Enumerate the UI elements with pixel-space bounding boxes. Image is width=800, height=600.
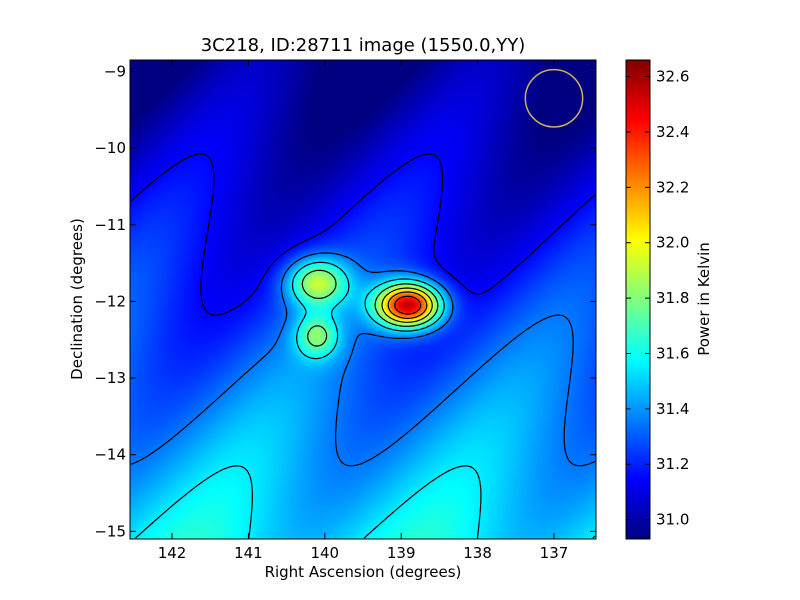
y-axis: −9 −10 −11 −12 −13 −14 −15 xyxy=(94,62,596,540)
chart-title: 3C218, ID:28711 image (1550.0,YY) xyxy=(201,35,526,56)
colorbar-tick-label: 32.2 xyxy=(656,178,689,196)
y-tick-label: −9 xyxy=(104,62,126,80)
plot-frame xyxy=(129,59,597,540)
y-tick-label: −10 xyxy=(94,139,126,157)
colorbar-tick-label: 32.4 xyxy=(656,123,689,141)
plot-area xyxy=(130,60,596,539)
x-tick-label: 140 xyxy=(310,544,339,562)
y-tick-label: −14 xyxy=(94,446,126,464)
contour-level-3 xyxy=(135,261,596,539)
x-tick-label: 138 xyxy=(463,544,492,562)
x-tick-label: 142 xyxy=(158,544,187,562)
y-axis-label: Declination (degrees) xyxy=(68,218,86,380)
contour-level-5 xyxy=(381,287,433,323)
x-axis-label: Right Ascension (degrees) xyxy=(265,563,462,581)
colorbar-tick-label: 31.4 xyxy=(656,400,689,418)
contour-lines xyxy=(130,153,596,539)
colorbar-label: Power in Kelvin xyxy=(695,242,713,356)
colorbar-tick-label: 32.6 xyxy=(656,68,689,86)
contour-level-2 xyxy=(130,252,596,467)
heatmap-image xyxy=(130,60,596,539)
x-tick-label: 137 xyxy=(540,544,569,562)
contour-level-1 xyxy=(130,153,596,316)
colorbar-tick-label: 31.2 xyxy=(656,455,689,473)
y-tick-label: −13 xyxy=(94,369,126,387)
contour-level-7 xyxy=(394,295,422,315)
colorbar-frame xyxy=(625,59,651,540)
colorbar-gradient xyxy=(626,60,650,539)
contour-level-4 xyxy=(301,269,439,347)
y-tick-label: −12 xyxy=(94,292,126,310)
y-tick-label: −11 xyxy=(94,216,126,234)
x-tick-label: 141 xyxy=(234,544,263,562)
colorbar-tick-label: 31.0 xyxy=(656,511,689,529)
colorbar-ticks: 31.0 31.2 31.4 31.6 31.8 32.0 32.2 32.4 32.6 xyxy=(626,68,689,529)
beam-marker-circle xyxy=(524,68,584,128)
colorbar-tick-label: 31.6 xyxy=(656,344,689,362)
x-tick-label: 139 xyxy=(387,544,416,562)
contour-level-6 xyxy=(387,291,428,319)
x-axis: 142 141 140 139 138 137 xyxy=(158,60,569,562)
colorbar-tick-label: 32.0 xyxy=(656,234,689,252)
y-tick-label: −15 xyxy=(94,522,126,540)
colorbar-tick-label: 31.8 xyxy=(656,289,689,307)
